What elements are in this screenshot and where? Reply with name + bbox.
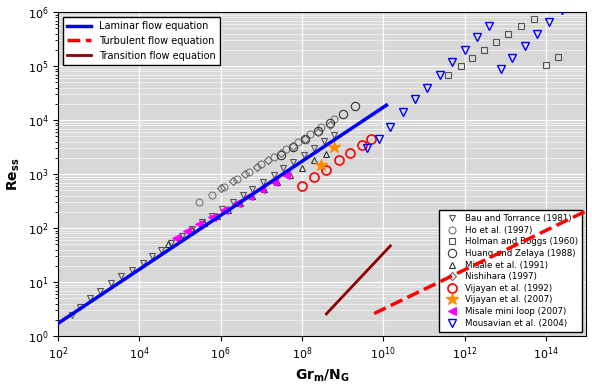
Y-axis label: $\mathbf{Re_{ss}}$: $\mathbf{Re_{ss}}$ <box>5 158 22 191</box>
X-axis label: $\mathbf{Gr_m/N_G}$: $\mathbf{Gr_m/N_G}$ <box>295 368 350 385</box>
Legend: Bau and Torrance (1981), Ho et al. (1997), Holman and Boggs (1960), Huang and Ze: Bau and Torrance (1981), Ho et al. (1997… <box>439 210 582 332</box>
